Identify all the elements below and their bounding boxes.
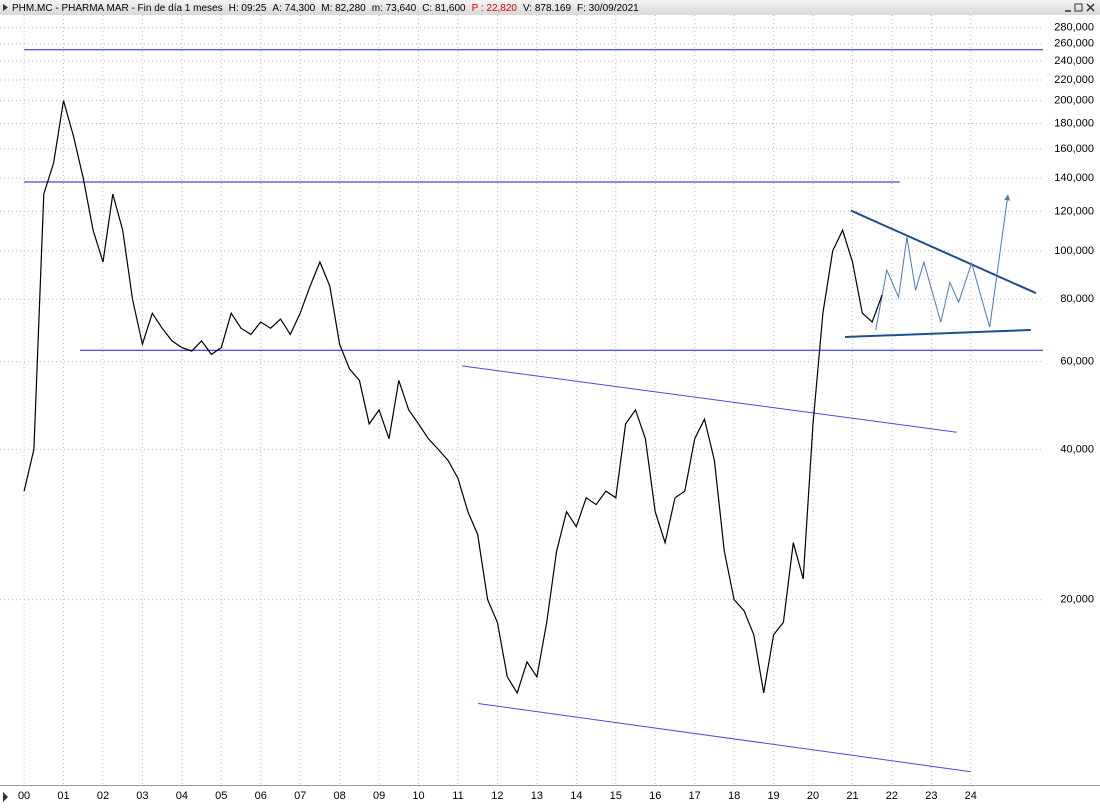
trend-line xyxy=(461,365,957,433)
x-tick-label: 03 xyxy=(136,790,148,802)
header-field: C: 81,600 xyxy=(422,3,466,14)
x-tick-label: 11 xyxy=(452,790,463,802)
y-tick-label: 240,000 xyxy=(1054,55,1094,67)
x-tick-label: 17 xyxy=(689,790,701,802)
x-tick-label: 24 xyxy=(965,790,977,802)
x-tick-label: 09 xyxy=(373,790,385,802)
header-field: A: 74,300 xyxy=(272,3,315,14)
y-tick-label: 80,000 xyxy=(1060,293,1094,305)
x-tick-label: 23 xyxy=(925,790,937,802)
y-tick-label: 260,000 xyxy=(1054,38,1094,50)
maximize[interactable] xyxy=(1074,3,1083,12)
y-tick-label: 280,000 xyxy=(1054,22,1094,34)
header-field: P : 22,820 xyxy=(472,3,518,14)
y-tick-label: 120,000 xyxy=(1054,205,1094,217)
x-tick-label: 04 xyxy=(176,790,188,802)
y-tick-label: 40,000 xyxy=(1060,443,1094,455)
header-bar xyxy=(0,0,1100,15)
y-tick-label: 220,000 xyxy=(1054,74,1094,86)
x-tick-label: 06 xyxy=(255,790,267,802)
header-field: H: 09:25 xyxy=(229,3,267,14)
price-line xyxy=(23,100,883,695)
x-tick-label: 20 xyxy=(807,790,819,802)
close[interactable] xyxy=(1086,3,1095,12)
trend-line xyxy=(478,703,971,773)
y-tick-label: 20,000 xyxy=(1060,594,1094,606)
window-controls[interactable] xyxy=(1065,3,1095,12)
x-tick-label: 08 xyxy=(334,790,346,802)
x-tick-label: 01 xyxy=(57,790,69,802)
x-tick-label: 14 xyxy=(570,790,582,802)
y-tick-label: 60,000 xyxy=(1060,355,1094,367)
scroll-icon xyxy=(3,792,8,802)
x-tick-label: 12 xyxy=(491,790,503,802)
y-tick-label: 200,000 xyxy=(1054,95,1094,107)
x-tick-label: 22 xyxy=(886,790,898,802)
x-tick-label: 00 xyxy=(18,790,30,802)
x-tick-label: 02 xyxy=(97,790,109,802)
header-text: PHM.MC - PHARMA MAR - Fin de día 1 meses… xyxy=(12,3,639,14)
y-tick-label: 100,000 xyxy=(1054,245,1094,257)
header-field: F: 30/09/2021 xyxy=(577,3,639,14)
trend-line xyxy=(850,209,1037,295)
header-icon xyxy=(3,4,8,11)
x-tick-label: 18 xyxy=(728,790,740,802)
x-tick-label: 21 xyxy=(846,790,858,802)
header-field: m: 73,640 xyxy=(372,3,417,14)
x-tick-label: 07 xyxy=(294,790,306,802)
y-tick-label: 180,000 xyxy=(1054,117,1094,129)
y-tick-label: 160,000 xyxy=(1054,143,1094,155)
trend-line xyxy=(875,194,1011,331)
x-tick-label: 16 xyxy=(649,790,661,802)
header-field: PHM.MC - PHARMA MAR - Fin de día 1 meses xyxy=(12,3,223,14)
x-tick-label: 13 xyxy=(531,790,543,802)
x-tick-label: 15 xyxy=(610,790,622,802)
header-field: V: 878.169 xyxy=(523,3,571,14)
x-tick-label: 10 xyxy=(412,790,424,802)
header-field: M: 82,280 xyxy=(321,3,366,14)
x-tick-label: 05 xyxy=(215,790,227,802)
x-tick-label: 19 xyxy=(767,790,779,802)
y-tick-label: 140,000 xyxy=(1054,172,1094,184)
trend-line xyxy=(844,329,1031,338)
y-axis-panel xyxy=(1043,15,1100,785)
